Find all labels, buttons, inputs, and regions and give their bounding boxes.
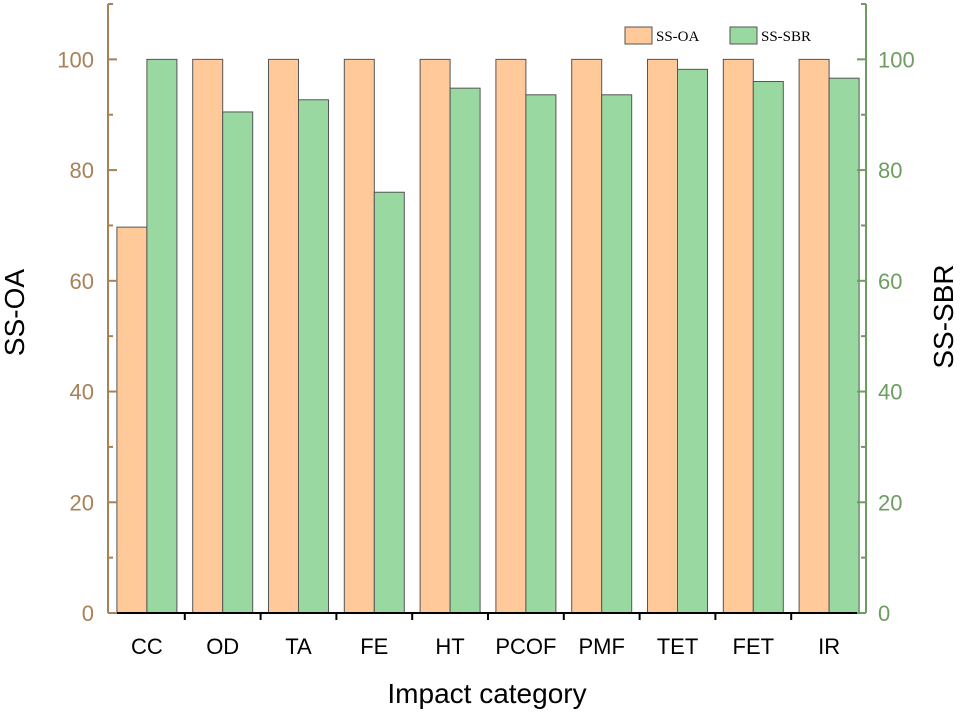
bar-ss-sbr-fet — [752, 81, 784, 614]
left-y-tick-label: 0 — [82, 601, 94, 626]
legend-label-ss-oa: SS-OA — [656, 29, 700, 45]
right-y-tick-label: 40 — [878, 380, 902, 405]
bar-ss-sbr-ta — [298, 99, 329, 614]
x-tick-label-pcof: PCOF — [495, 634, 556, 659]
left-y-tick-label: 100 — [57, 47, 94, 72]
bar-ss-sbr-ht — [449, 87, 481, 614]
left-y-tick-label: 80 — [70, 158, 94, 183]
x-tick-label-ht: HT — [435, 634, 464, 659]
left-y-axis-title: SS-OA — [0, 269, 30, 356]
x-tick-label-cc: CC — [131, 634, 163, 659]
bar-ss-oa-fet — [722, 58, 754, 614]
bar-ss-oa-cc — [116, 226, 148, 614]
right-y-axis-title: SS-SBR — [928, 264, 959, 368]
ticks-layer: 0 0 20 20 40 40 60 60 80 80 100 100 CC OD TA FE HT PCOF PM… — [57, 3, 915, 659]
right-y-tick-label: 0 — [878, 601, 890, 626]
left-y-tick-label: 20 — [70, 490, 94, 515]
bar-ss-oa-fe — [343, 58, 375, 614]
left-y-tick-label: 60 — [70, 269, 94, 294]
right-y-tick-label: 80 — [878, 158, 902, 183]
left-y-tick-label: 40 — [70, 380, 94, 405]
bar-ss-sbr-ir — [828, 77, 860, 614]
x-axis-title: Impact category — [387, 678, 586, 709]
bars-layer — [116, 58, 860, 614]
bar-ss-oa-ir — [798, 58, 830, 614]
x-tick-label-ta: TA — [285, 634, 312, 659]
x-tick-label-od: OD — [206, 634, 239, 659]
bar-ss-oa-pcof — [495, 58, 527, 614]
x-tick-label-fe: FE — [360, 634, 388, 659]
bar-ss-sbr-fe — [373, 191, 405, 614]
bar-ss-sbr-pcof — [525, 94, 557, 614]
right-y-tick-label: 60 — [878, 269, 902, 294]
bar-ss-oa-od — [192, 58, 224, 614]
bar-ss-oa-ta — [268, 58, 299, 614]
legend: SS-OA SS-SBR — [624, 26, 811, 45]
right-y-tick-label: 100 — [878, 47, 915, 72]
x-tick-label-ir: IR — [818, 634, 840, 659]
x-tick-label-fet: FET — [733, 634, 775, 659]
x-tick-label-pmf: PMF — [578, 634, 624, 659]
bar-ss-sbr-tet — [677, 68, 708, 614]
bar-ss-sbr-pmf — [601, 94, 633, 614]
x-tick-label-tet: TET — [657, 634, 699, 659]
bar-ss-oa-pmf — [571, 58, 603, 614]
bar-ss-oa-ht — [419, 58, 451, 614]
bar-ss-sbr-cc — [146, 58, 178, 614]
bar-ss-oa-tet — [647, 58, 678, 614]
legend-label-ss-sbr: SS-SBR — [761, 29, 811, 45]
legend-swatch-ss-oa — [624, 26, 653, 45]
bar-ss-sbr-od — [222, 111, 254, 614]
right-y-tick-label: 20 — [878, 490, 902, 515]
legend-swatch-ss-sbr — [729, 26, 758, 45]
